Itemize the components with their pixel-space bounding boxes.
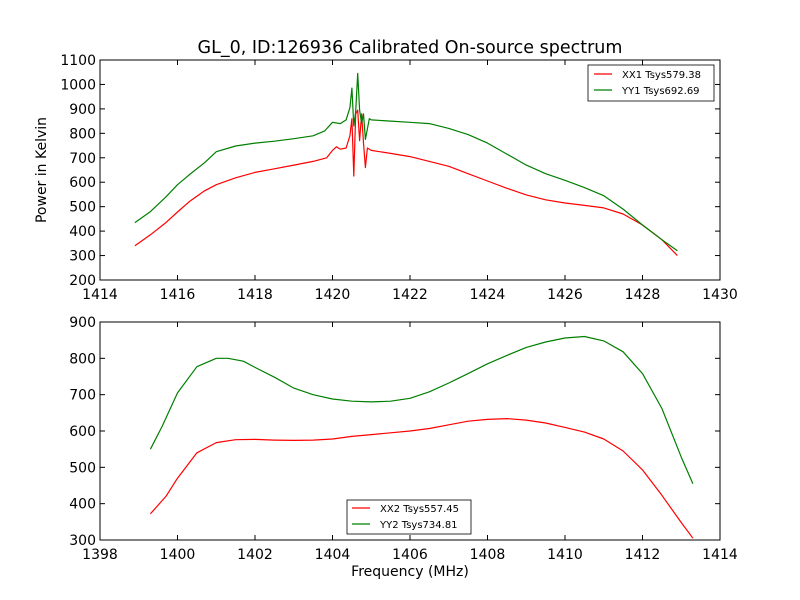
x-tick-label: 1424 bbox=[470, 287, 506, 303]
chart-top-x-ticks: 1414 1416 1418 1420 1422 1424 1426 1428 1430 bbox=[82, 60, 738, 303]
y-tick-label: 500 bbox=[69, 460, 96, 476]
x-tick-label: 1412 bbox=[625, 547, 661, 563]
x-tick-label: 1400 bbox=[160, 547, 196, 563]
chart-bottom-legend: XX2 Tsys557.45 YY2 Tsys734.81 bbox=[346, 499, 472, 535]
y-tick-label: 600 bbox=[69, 424, 96, 440]
x-tick-label: 1414 bbox=[82, 287, 118, 303]
y-tick-label: 400 bbox=[69, 497, 96, 513]
x-tick-label: 1398 bbox=[82, 547, 118, 563]
x-tick-label: 1426 bbox=[547, 287, 583, 303]
y-tick-label: 200 bbox=[69, 273, 96, 289]
y-tick-label: 600 bbox=[69, 175, 96, 191]
series-line-xx2 bbox=[149, 418, 694, 539]
y-tick-label: 1100 bbox=[60, 53, 96, 69]
y-tick-label: 700 bbox=[69, 151, 96, 167]
x-tick-label: 1406 bbox=[392, 547, 428, 563]
chart-top: GL_0, ID:126936 Calibrated On-source spe… bbox=[34, 38, 738, 303]
y-tick-label: 300 bbox=[69, 249, 96, 265]
chart-bottom-y-ticks: 300 400 500 600 700 800 900 bbox=[69, 315, 720, 549]
legend-label-xx1: XX1 Tsys579.38 bbox=[622, 70, 701, 81]
chart-bottom-x-axis-label: Frequency (MHz) bbox=[351, 564, 469, 580]
legend-label-xx2: XX2 Tsys557.45 bbox=[380, 504, 459, 515]
chart-top-series bbox=[134, 72, 678, 257]
x-tick-label: 1410 bbox=[547, 547, 583, 563]
chart-top-legend-box bbox=[587, 64, 715, 102]
x-tick-label: 1414 bbox=[702, 547, 738, 563]
x-tick-label: 1422 bbox=[392, 287, 428, 303]
legend-label-yy2: YY2 Tsys734.81 bbox=[379, 520, 458, 531]
y-tick-label: 1000 bbox=[60, 77, 96, 93]
y-tick-label: 400 bbox=[69, 224, 96, 240]
y-tick-label: 800 bbox=[69, 351, 96, 367]
chart-top-y-ticks: 200 300 400 500 600 700 800 900 1000 1100 bbox=[60, 53, 720, 289]
series-line-yy1 bbox=[134, 72, 678, 252]
x-tick-label: 1404 bbox=[315, 547, 351, 563]
y-tick-label: 900 bbox=[69, 315, 96, 331]
chart-top-title: GL_0, ID:126936 Calibrated On-source spe… bbox=[198, 38, 623, 58]
y-tick-label: 700 bbox=[69, 388, 96, 404]
x-tick-label: 1402 bbox=[237, 547, 273, 563]
series-line-xx1 bbox=[134, 109, 678, 257]
x-tick-label: 1416 bbox=[160, 287, 196, 303]
legend-label-yy1: YY1 Tsys692.69 bbox=[621, 86, 700, 97]
chart-top-y-axis-label: Power in Kelvin bbox=[34, 117, 50, 223]
y-tick-label: 900 bbox=[69, 102, 96, 118]
y-tick-label: 300 bbox=[69, 533, 96, 549]
x-tick-label: 1420 bbox=[315, 287, 351, 303]
y-tick-label: 800 bbox=[69, 126, 96, 142]
chart-bottom: 1398 1400 1402 1404 1406 1408 1410 1412 1414 300… bbox=[69, 315, 738, 580]
chart-bottom-series bbox=[149, 335, 694, 539]
x-tick-label: 1418 bbox=[237, 287, 273, 303]
x-tick-label: 1408 bbox=[470, 547, 506, 563]
series-line-yy2 bbox=[149, 335, 694, 484]
chart-bottom-legend-box bbox=[346, 499, 472, 535]
y-tick-label: 500 bbox=[69, 200, 96, 216]
x-tick-label: 1430 bbox=[702, 287, 738, 303]
x-tick-label: 1428 bbox=[625, 287, 661, 303]
chart-bottom-x-ticks: 1398 1400 1402 1404 1406 1408 1410 1412 1414 bbox=[82, 322, 738, 563]
chart-top-legend: XX1 Tsys579.38 YY1 Tsys692.69 bbox=[587, 64, 715, 102]
